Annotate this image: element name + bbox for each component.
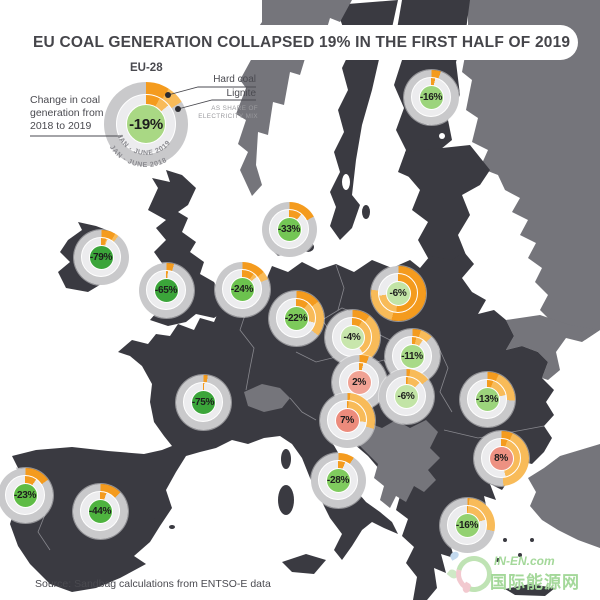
source-note: Source: Sandbag calculations from ENTSO-… [35, 578, 271, 590]
legend-region-label: EU-28 [130, 62, 163, 74]
map-shape-sicily [282, 554, 326, 574]
map-shape-switzerland [244, 384, 290, 412]
map-shape-zealand [302, 242, 314, 252]
map-shape-corsica [281, 449, 291, 469]
legend-hard-coal-label: Hard coal [213, 74, 256, 85]
page-title: EU COAL GENERATION COLLAPSED 19% IN THE … [33, 33, 571, 51]
map-shape-gotland [362, 205, 370, 219]
legend-change-note-line2: generation from [30, 107, 104, 119]
legend-lignite-label: Lignite [226, 88, 256, 99]
legend-change-note: Change in coal generation from 2018 to 2… [30, 94, 104, 133]
title-banner: EU COAL GENERATION COLLAPSED 19% IN THE … [0, 25, 578, 60]
legend-change-note-line3: 2018 to 2019 [30, 120, 92, 132]
map-shape-balearic-1 [154, 517, 162, 523]
map-shape-moldova-ukraine [506, 315, 600, 380]
legend-share-note: AS SHARE OF ELECTRICITY MIX [178, 105, 258, 121]
legend-change-note-line1: Change in coal [30, 94, 101, 106]
map-shape-balearic-2 [169, 525, 175, 529]
map-shape-crete [505, 584, 555, 596]
map-shape-sardinia [278, 485, 294, 515]
map-shape-baltics [405, 145, 490, 262]
map-shape-turkey [528, 444, 600, 548]
legend-share-note-line1: AS SHARE OF [211, 105, 258, 112]
legend-share-note-line2: ELECTRICITY MIX [198, 113, 258, 120]
map-shape-east-noneu [462, 0, 600, 345]
